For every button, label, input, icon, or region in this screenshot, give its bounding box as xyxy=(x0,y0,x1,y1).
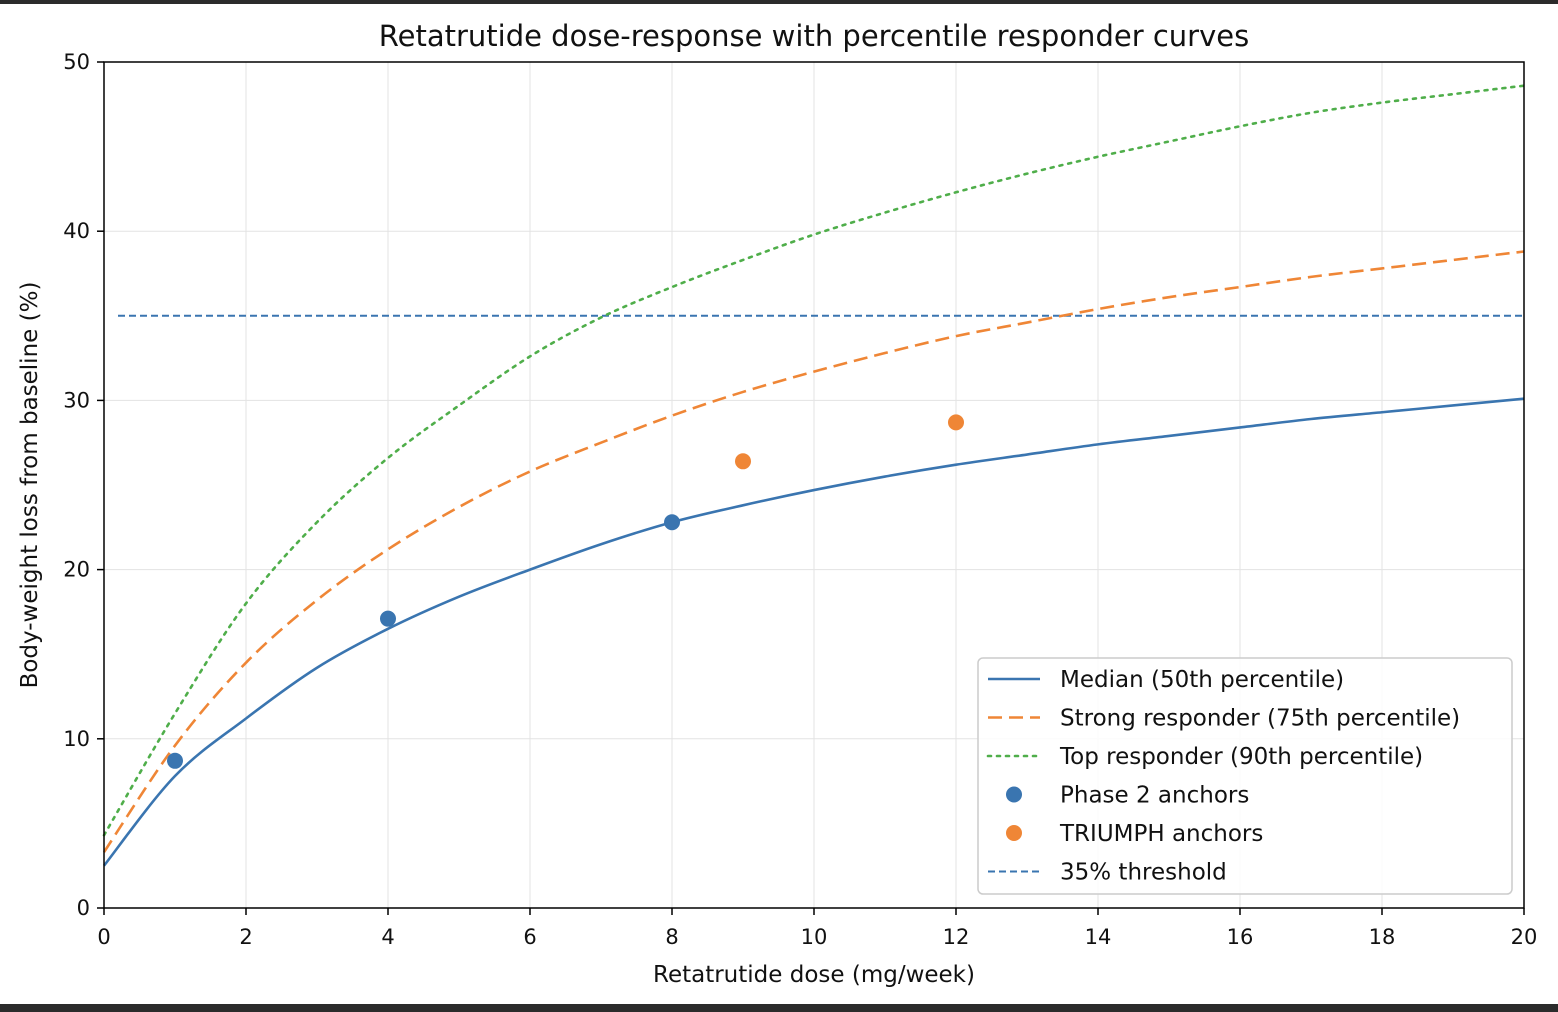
series-line xyxy=(102,84,1526,837)
legend-label: Top responder (90th percentile) xyxy=(1059,744,1423,770)
series-line xyxy=(102,250,1525,853)
series-layer xyxy=(102,84,1526,867)
x-tick-label: 4 xyxy=(381,925,394,949)
x-tick-label: 2 xyxy=(239,925,252,949)
tick-layer: 0 2 4 6 8 10 12 14 16 18 20 0 10 20 30 40 50 xyxy=(63,50,1537,949)
y-tick-label: 20 xyxy=(63,558,90,582)
x-tick-label: 8 xyxy=(665,925,678,949)
y-axis-label: Body-weight loss from baseline (%) xyxy=(17,282,43,689)
legend-label: Phase 2 anchors xyxy=(1060,783,1249,809)
x-tick-label: 6 xyxy=(523,925,536,949)
x-tick-label: 16 xyxy=(1227,925,1254,949)
scatter-point xyxy=(380,610,396,627)
y-tick-label: 0 xyxy=(77,896,90,920)
legend-label: Median (50th percentile) xyxy=(1060,667,1344,693)
y-tick-label: 30 xyxy=(63,388,90,412)
x-axis-label: Retatrutide dose (mg/week) xyxy=(653,962,975,988)
scatter-point xyxy=(948,414,964,431)
legend-label: TRIUMPH anchors xyxy=(1059,821,1263,847)
scatter-layer xyxy=(167,414,964,769)
legend-marker xyxy=(1006,786,1022,803)
y-tick-label: 50 xyxy=(63,50,90,74)
scatter-point xyxy=(167,752,183,769)
x-tick-label: 14 xyxy=(1085,925,1112,949)
series-line xyxy=(102,397,1525,867)
y-tick-label: 40 xyxy=(63,219,90,243)
scatter-point xyxy=(735,453,751,470)
x-tick-label: 0 xyxy=(97,925,110,949)
legend-marker xyxy=(1006,825,1022,841)
chart-title: Retatrutide dose-response with percentil… xyxy=(379,19,1249,53)
y-tick-label: 10 xyxy=(63,727,90,751)
scatter-point xyxy=(664,514,680,531)
legend-label: 35% threshold xyxy=(1060,860,1227,886)
x-tick-label: 10 xyxy=(801,925,828,949)
x-tick-label: 12 xyxy=(943,925,970,949)
legend: Median (50th percentile) Strong responder… xyxy=(977,657,1513,895)
legend-box xyxy=(977,657,1513,895)
x-tick-label: 20 xyxy=(1511,925,1538,949)
legend-label: Strong responder (75th percentile) xyxy=(1060,706,1460,732)
x-tick-label: 18 xyxy=(1369,925,1396,949)
